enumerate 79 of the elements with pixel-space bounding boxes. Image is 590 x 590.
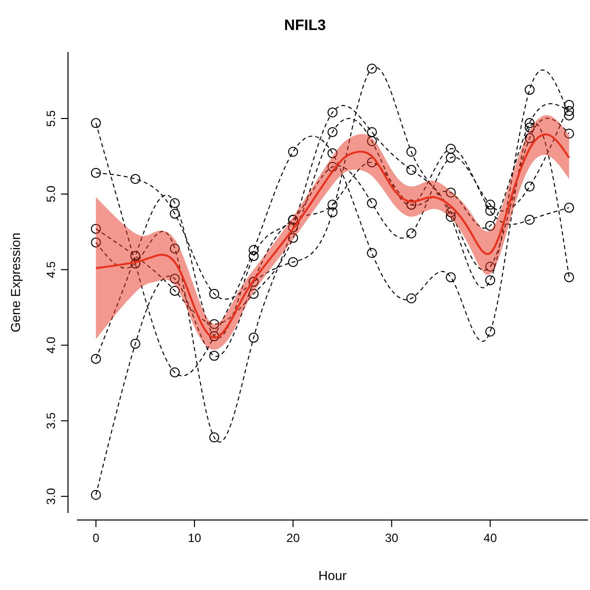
point xyxy=(170,243,180,254)
point xyxy=(524,118,535,128)
point xyxy=(248,332,259,343)
point xyxy=(485,206,496,216)
x-axis-title: Hour xyxy=(318,568,348,583)
point xyxy=(288,222,298,232)
point xyxy=(366,127,377,138)
point xyxy=(90,354,101,364)
point xyxy=(366,64,377,74)
point xyxy=(248,251,259,262)
point xyxy=(485,200,496,210)
y-tick-label: 5.0 xyxy=(44,185,58,202)
point xyxy=(485,275,496,286)
point xyxy=(524,214,535,225)
point xyxy=(564,100,574,110)
point xyxy=(406,293,416,304)
point xyxy=(90,490,101,500)
point xyxy=(170,286,180,296)
point xyxy=(564,272,574,282)
y-tick-label: 5.5 xyxy=(44,110,58,127)
point xyxy=(90,118,101,128)
point xyxy=(328,127,338,138)
point xyxy=(366,248,377,258)
point xyxy=(328,207,338,218)
point xyxy=(90,168,101,178)
y-tick-label: 4.5 xyxy=(44,260,58,278)
point xyxy=(446,188,456,198)
point xyxy=(170,208,180,219)
point xyxy=(328,107,338,118)
point xyxy=(209,319,220,330)
y-tick-label: 4.0 xyxy=(44,336,58,354)
point xyxy=(90,237,101,248)
point xyxy=(406,228,416,238)
point xyxy=(564,202,574,213)
point xyxy=(446,152,456,163)
point xyxy=(446,272,456,282)
point xyxy=(90,224,101,234)
point xyxy=(564,106,574,116)
y-tick-label: 3.0 xyxy=(44,488,58,505)
point xyxy=(485,262,496,272)
point xyxy=(288,232,298,243)
point xyxy=(564,128,574,139)
point xyxy=(564,110,574,120)
chart-title: NFIL3 xyxy=(284,17,326,34)
point xyxy=(406,164,416,175)
point xyxy=(485,326,496,337)
point xyxy=(524,84,535,95)
point xyxy=(170,367,180,378)
y-axis-title: Gene Expression xyxy=(8,232,23,332)
point xyxy=(485,220,496,231)
point xyxy=(366,198,377,208)
point xyxy=(328,162,338,172)
point xyxy=(288,257,298,268)
point xyxy=(170,198,180,208)
point xyxy=(209,288,220,299)
point xyxy=(248,288,259,299)
x-tick-label: 10 xyxy=(188,531,202,545)
point xyxy=(170,274,180,284)
point xyxy=(366,136,377,146)
x-tick-label: 30 xyxy=(384,531,399,545)
point xyxy=(288,146,298,157)
point xyxy=(524,182,535,192)
point xyxy=(328,200,338,210)
point xyxy=(209,350,220,361)
point xyxy=(406,146,416,157)
x-tick-label: 20 xyxy=(286,531,300,545)
point xyxy=(446,207,456,218)
point xyxy=(446,212,456,222)
point xyxy=(130,174,140,184)
y-tick-label: 3.5 xyxy=(44,412,58,430)
point xyxy=(248,245,259,256)
x-tick-label: 0 xyxy=(92,531,100,545)
point xyxy=(524,133,535,144)
point xyxy=(524,122,535,133)
x-tick-label: 40 xyxy=(484,531,498,545)
point xyxy=(328,148,338,158)
point xyxy=(130,338,140,349)
point xyxy=(209,432,220,442)
point xyxy=(446,144,456,154)
